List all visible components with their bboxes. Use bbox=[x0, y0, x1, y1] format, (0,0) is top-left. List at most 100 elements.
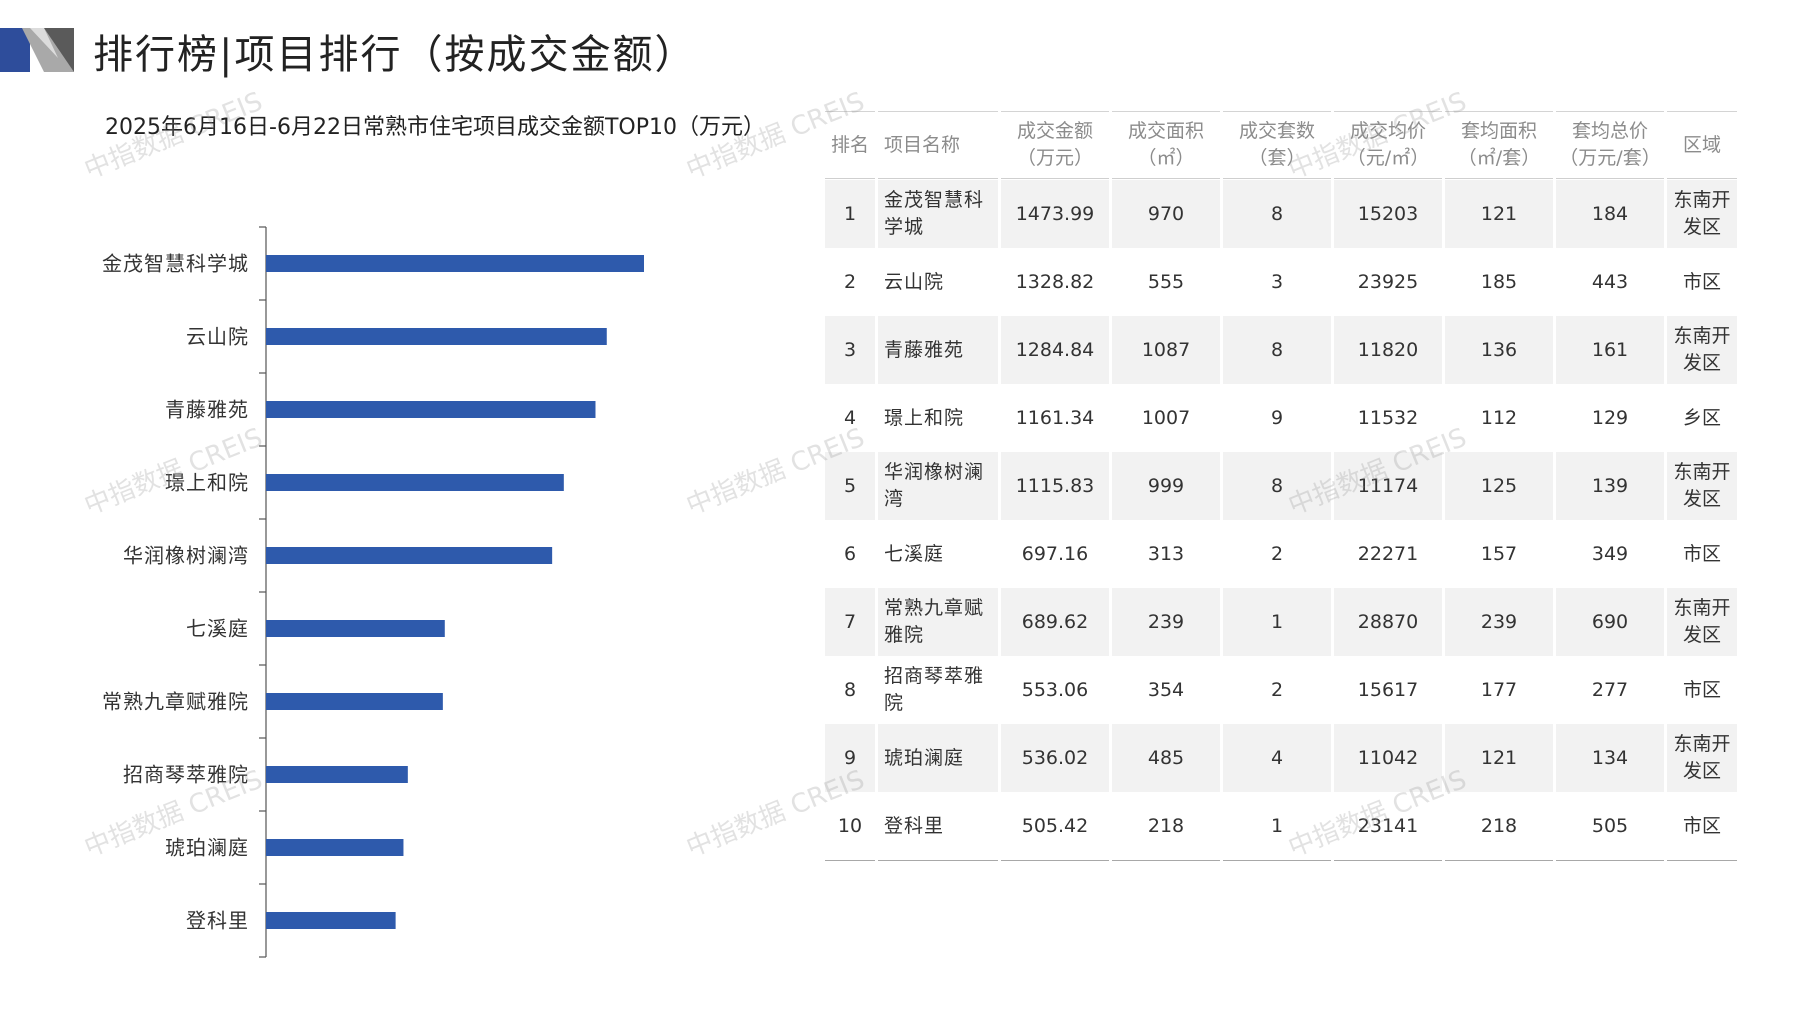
cell-area: 354 bbox=[1147, 678, 1185, 701]
cell-area: 999 bbox=[1112, 452, 1220, 520]
category-label: 璟上和院 bbox=[165, 471, 249, 495]
table-row: 6 七溪庭 697.16 313 2 22271 157 349 市区 bbox=[825, 520, 1737, 588]
cell-avg-price: 11174 bbox=[1334, 452, 1442, 520]
bar bbox=[266, 839, 404, 856]
cell-region: 东南开 发区 bbox=[1667, 452, 1737, 520]
cell-region: 东南开 发区 bbox=[1667, 724, 1737, 792]
bar bbox=[266, 620, 445, 637]
column-header: 套均总价 （万元/套） bbox=[1556, 111, 1664, 179]
cell-avg-total: 129 bbox=[1591, 406, 1629, 429]
cell-name: 华润橡树澜湾 bbox=[878, 452, 998, 520]
cell-region: 东南开 发区 bbox=[1667, 316, 1737, 384]
cell-name: 招商琴萃雅院 bbox=[884, 665, 985, 714]
category-label: 青藤雅苑 bbox=[165, 398, 249, 422]
cell-avg-price: 11042 bbox=[1334, 724, 1442, 792]
category-label: 七溪庭 bbox=[186, 617, 249, 641]
cell-units: 8 bbox=[1223, 316, 1331, 384]
cell-avg-total: 505 bbox=[1556, 792, 1664, 861]
cell-region: 市区 bbox=[1667, 792, 1737, 861]
bar bbox=[266, 255, 644, 272]
cell-amount: 505.42 bbox=[1001, 792, 1109, 861]
column-header: 成交套数 （套） bbox=[1223, 111, 1331, 179]
cell-rank: 8 bbox=[843, 678, 857, 701]
cell-avg-area: 112 bbox=[1480, 406, 1518, 429]
cell-area: 970 bbox=[1112, 179, 1220, 248]
cell-avg-price: 22271 bbox=[1357, 542, 1419, 565]
category-label: 琥珀澜庭 bbox=[165, 836, 249, 860]
cell-avg-total: 277 bbox=[1591, 678, 1629, 701]
cell-avg-total: 161 bbox=[1556, 316, 1664, 384]
cell-name: 璟上和院 bbox=[884, 406, 965, 429]
cell-rank: 1 bbox=[825, 179, 875, 248]
table-row: 8 招商琴萃雅院 553.06 354 2 15617 177 277 市区 bbox=[825, 656, 1737, 724]
cell-avg-area: 185 bbox=[1480, 270, 1518, 293]
cell-units: 2 bbox=[1270, 542, 1284, 565]
cell-units: 4 bbox=[1223, 724, 1331, 792]
cell-avg-total: 134 bbox=[1556, 724, 1664, 792]
cell-region: 市区 bbox=[1682, 270, 1721, 293]
cell-name: 金茂智慧科 学城 bbox=[878, 179, 998, 248]
column-header: 成交金额 （万元） bbox=[1001, 111, 1109, 179]
bar bbox=[266, 693, 443, 710]
cell-units: 2 bbox=[1270, 678, 1284, 701]
table-row: 9 琥珀澜庭 536.02 485 4 11042 121 134 东南开 发区 bbox=[825, 724, 1737, 792]
column-header: 套均面积 （㎡/套） bbox=[1445, 111, 1553, 179]
cell-amount: 1328.82 bbox=[1015, 270, 1095, 293]
cell-units: 9 bbox=[1270, 406, 1284, 429]
cell-avg-area: 239 bbox=[1445, 588, 1553, 656]
cell-region: 东南开 发区 bbox=[1667, 588, 1737, 656]
cell-region: 东南开 发区 bbox=[1667, 179, 1737, 248]
table-row: 10 登科里 505.42 218 1 23141 218 505 市区 bbox=[825, 792, 1737, 861]
cell-amount: 1115.83 bbox=[1001, 452, 1109, 520]
cell-area: 239 bbox=[1112, 588, 1220, 656]
cell-avg-total: 690 bbox=[1556, 588, 1664, 656]
cell-amount: 536.02 bbox=[1001, 724, 1109, 792]
cell-units: 8 bbox=[1223, 452, 1331, 520]
chart-title: 2025年6月16日-6月22日常熟市住宅项目成交金额TOP10（万元） bbox=[105, 115, 765, 140]
column-header: 排名 bbox=[825, 111, 875, 179]
cell-name: 常熟九章赋 雅院 bbox=[878, 588, 998, 656]
cell-avg-area: 121 bbox=[1445, 179, 1553, 248]
cell-rank: 6 bbox=[843, 542, 857, 565]
table-header-row: 排名 项目名称 成交金额 （万元） 成交面积 （㎡） 成交套数 （套） 成交均价 （元/㎡） 套均面… bbox=[825, 111, 1737, 179]
cell-rank: 3 bbox=[825, 316, 875, 384]
category-label: 常熟九章赋雅院 bbox=[102, 690, 249, 714]
column-header: 成交均价 （元/㎡） bbox=[1334, 111, 1442, 179]
cell-name: 云山院 bbox=[884, 270, 945, 293]
cell-region: 乡区 bbox=[1682, 406, 1721, 429]
table-row: 7 常熟九章赋 雅院 689.62 239 1 28870 239 690 东南开 发区 bbox=[825, 588, 1737, 656]
cell-avg-price: 23141 bbox=[1334, 792, 1442, 861]
cell-avg-area: 125 bbox=[1445, 452, 1553, 520]
ranking-table: 排名 项目名称 成交金额 （万元） 成交面积 （㎡） 成交套数 （套） 成交均价 （元/㎡） 套均面… bbox=[822, 111, 1740, 861]
category-label: 华润橡树澜湾 bbox=[123, 544, 249, 568]
cell-amount: 689.62 bbox=[1001, 588, 1109, 656]
cell-amount: 553.06 bbox=[1021, 678, 1089, 701]
cell-rank: 5 bbox=[825, 452, 875, 520]
cell-region: 市区 bbox=[1682, 542, 1721, 565]
table-row: 4 璟上和院 1161.34 1007 9 11532 112 129 乡区 bbox=[825, 384, 1737, 452]
cell-avg-area: 218 bbox=[1445, 792, 1553, 861]
cell-area: 1087 bbox=[1112, 316, 1220, 384]
cell-avg-area: 121 bbox=[1445, 724, 1553, 792]
column-header: 成交面积 （㎡） bbox=[1112, 111, 1220, 179]
cell-name: 登科里 bbox=[878, 792, 998, 861]
bar bbox=[266, 328, 607, 345]
cell-rank: 10 bbox=[825, 792, 875, 861]
cell-rank: 4 bbox=[843, 406, 857, 429]
cell-amount: 1473.99 bbox=[1001, 179, 1109, 248]
cell-rank: 7 bbox=[825, 588, 875, 656]
cell-avg-total: 139 bbox=[1556, 452, 1664, 520]
category-label: 云山院 bbox=[186, 325, 249, 349]
cell-avg-area: 157 bbox=[1480, 542, 1518, 565]
cell-avg-price: 11820 bbox=[1334, 316, 1442, 384]
cell-rank: 9 bbox=[825, 724, 875, 792]
page-title: 排行榜|项目排行（按成交金额） bbox=[93, 32, 697, 78]
cell-area: 485 bbox=[1112, 724, 1220, 792]
brand-logo-icon bbox=[0, 28, 74, 72]
cell-units: 3 bbox=[1270, 270, 1284, 293]
table-row: 2 云山院 1328.82 555 3 23925 185 443 市区 bbox=[825, 248, 1737, 316]
cell-rank: 2 bbox=[843, 270, 857, 293]
cell-name: 琥珀澜庭 bbox=[878, 724, 998, 792]
cell-avg-total: 443 bbox=[1591, 270, 1629, 293]
